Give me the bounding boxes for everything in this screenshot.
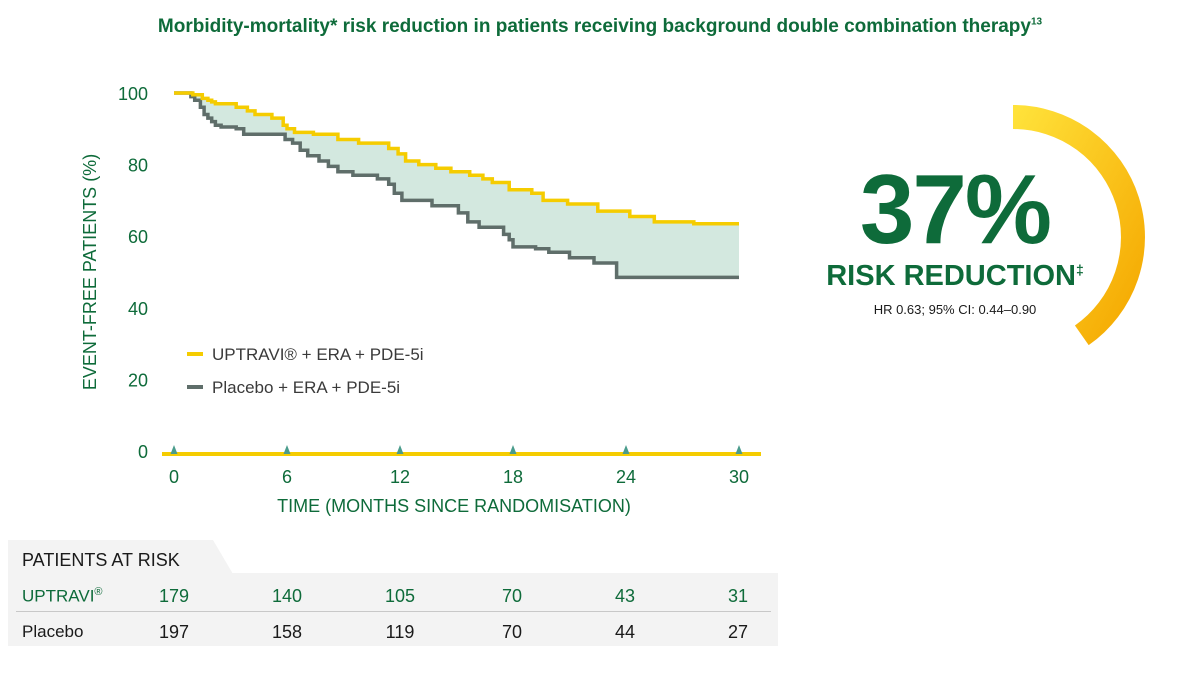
risk-cell: 70 — [501, 622, 523, 642]
risk-cell: 179 — [158, 586, 190, 606]
risk-reduction-label: RISK REDUCTION‡ — [820, 260, 1090, 293]
patients-at-risk-table: PATIENTS AT RISK UPTRAVI® 179 140 105 70… — [8, 540, 778, 646]
risk-cell: 43 — [614, 586, 636, 606]
y-tick-label: 100 — [118, 84, 148, 104]
chart-title-text: Morbidity-mortality* risk reduction in p… — [157, 16, 1031, 37]
series-line — [174, 91, 739, 226]
x-tick-mark — [622, 445, 630, 454]
x-tick-mark — [283, 445, 291, 454]
x-tick-label: 0 — [169, 467, 179, 487]
risk-cell: 105 — [384, 586, 416, 606]
risk-table-body — [8, 573, 778, 646]
shaded-area — [174, 93, 739, 278]
risk-row-label-text: Placebo — [22, 622, 84, 641]
x-tick-label: 12 — [390, 467, 410, 487]
legend: UPTRAVI® + ERA + PDE-5i Placebo + ERA + P… — [187, 345, 424, 397]
y-axis: 0 20 40 60 80 100 — [118, 84, 148, 462]
chart-title: Morbidity-mortality* risk reduction in p… — [0, 16, 1200, 38]
x-tick-label: 24 — [616, 467, 636, 487]
x-tick-mark — [509, 445, 517, 454]
risk-reduction-arc — [1012, 105, 1145, 346]
km-chart: 0 6 12 18 24 30 0 20 40 60 80 100 TIME (MONTHS SIN… — [80, 84, 1145, 516]
risk-cell: 140 — [271, 586, 303, 606]
risk-row-label: Placebo — [22, 622, 83, 642]
y-axis-label: EVENT-FREE PATIENTS (%) — [80, 154, 100, 390]
x-tick-label: 6 — [282, 467, 292, 487]
risk-difference-shade — [174, 93, 739, 278]
risk-row-placebo: Placebo 197 158 119 70 44 27 — [8, 614, 778, 648]
series-line — [174, 91, 739, 280]
survival-curves — [174, 91, 739, 280]
risk-table-header-tab — [8, 540, 233, 574]
risk-cell: 31 — [727, 586, 749, 606]
risk-cell: 44 — [614, 622, 636, 642]
hazard-ratio-text: HR 0.63; 95% CI: 0.44–0.90 — [873, 302, 1037, 317]
risk-reduction-footnote: ‡ — [1075, 261, 1084, 278]
x-tick-mark — [735, 445, 743, 454]
y-tick-label: 60 — [128, 227, 148, 247]
risk-row-label-text: UPTRAVI — [22, 586, 95, 606]
risk-reduction-value: 37% — [859, 154, 1052, 264]
risk-row-label-mark: ® — [94, 586, 103, 598]
x-tick-mark — [396, 445, 404, 454]
y-tick-label: 40 — [128, 299, 148, 319]
legend-label: Placebo + ERA + PDE-5i — [212, 378, 400, 397]
legend-label: UPTRAVI® + ERA + PDE-5i — [212, 345, 424, 364]
risk-cell: 119 — [385, 622, 415, 642]
risk-row-uptravi: UPTRAVI® 179 140 105 70 43 31 — [8, 578, 778, 612]
x-axis-label: TIME (MONTHS SINCE RANDOMISATION) — [277, 496, 631, 516]
chart-title-footnote: 13 — [1030, 16, 1043, 28]
y-tick-label: 20 — [128, 370, 148, 390]
risk-cell: 27 — [727, 622, 749, 642]
risk-table-title: PATIENTS AT RISK — [22, 550, 180, 570]
x-tick-label: 18 — [503, 467, 523, 487]
risk-cell: 158 — [271, 622, 303, 642]
risk-cell: 70 — [501, 586, 523, 606]
y-tick-label: 0 — [138, 442, 148, 462]
x-axis: 0 6 12 18 24 30 — [162, 445, 761, 487]
x-tick-label: 30 — [729, 467, 749, 487]
risk-reduction-label-text: RISK REDUCTION — [826, 260, 1076, 292]
risk-table-divider — [16, 611, 771, 612]
x-tick-mark — [170, 445, 178, 454]
risk-row-label: UPTRAVI® — [22, 586, 103, 607]
risk-cell: 197 — [158, 622, 190, 642]
y-tick-label: 80 — [128, 156, 148, 176]
